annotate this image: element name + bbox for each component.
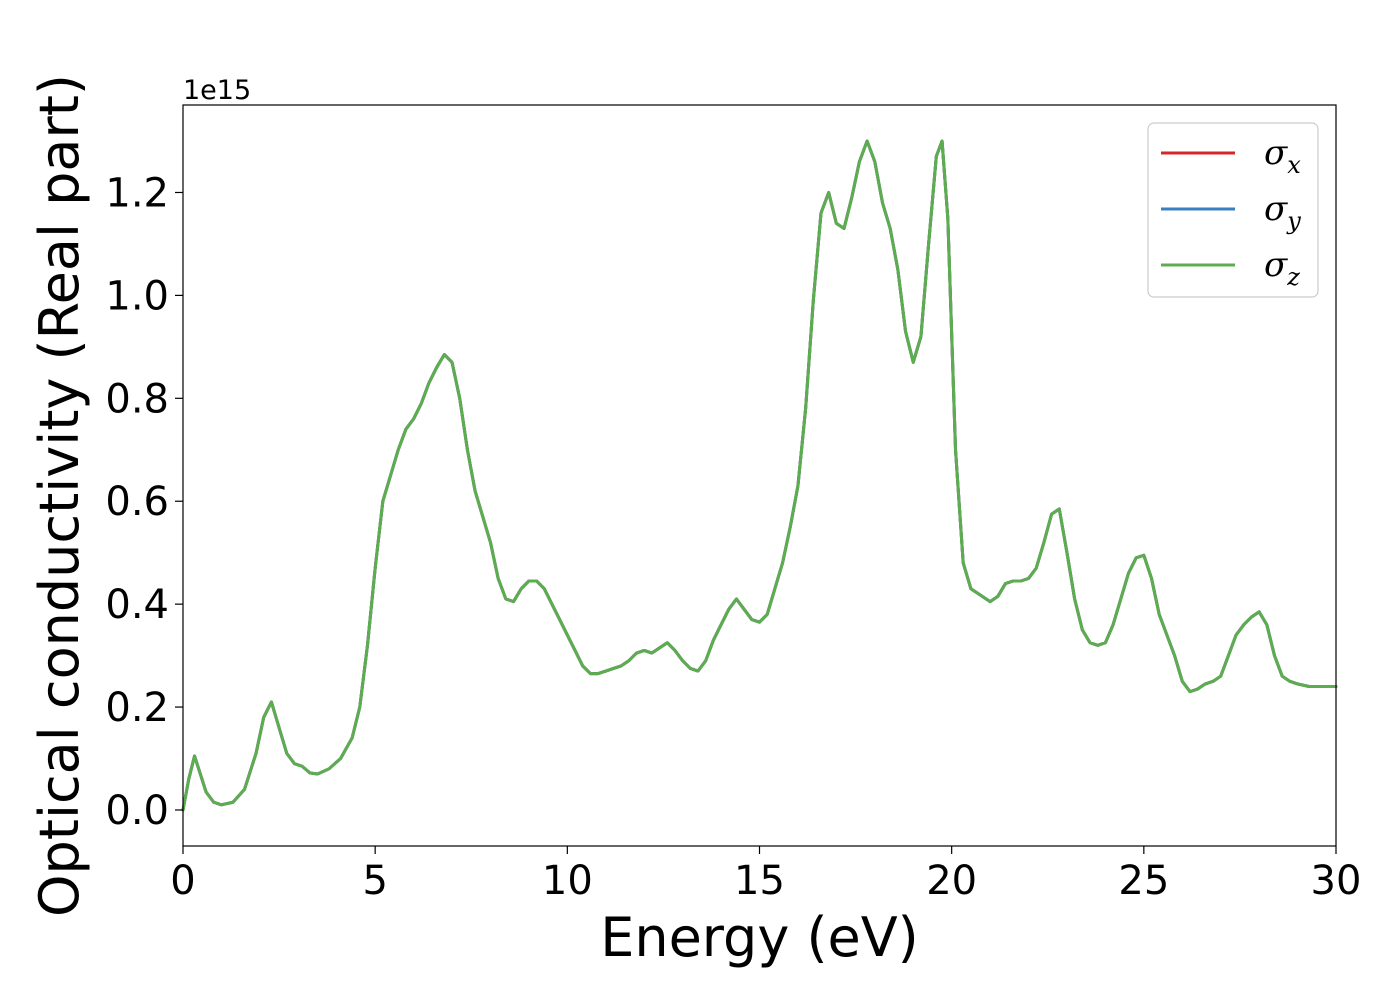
y-tick-label: 0.8 [105, 376, 169, 422]
x-tick-label: 15 [734, 858, 785, 904]
x-tick-label: 25 [1118, 858, 1169, 904]
y-axis-title: Optical conductivity (Real part) [28, 74, 91, 917]
series-layer [181, 139, 1338, 812]
y-tick-label: 1.0 [105, 273, 169, 319]
legend-label-y: σy [1264, 189, 1301, 235]
y-offset-label: 1e15 [183, 75, 251, 106]
series-line-z [181, 139, 1338, 812]
x-tick-label: 10 [542, 858, 593, 904]
x-tick-label: 30 [1311, 858, 1362, 904]
y-tick-label: 0.2 [105, 685, 169, 731]
legend-label-z: σz [1264, 245, 1300, 291]
legend: σx σy σz [1147, 122, 1319, 298]
x-tick-label: 5 [362, 858, 387, 904]
y-tick-label: 0.4 [105, 582, 169, 628]
x-tick-label: 0 [170, 858, 195, 904]
x-axis-title: Energy (eV) [600, 906, 919, 969]
y-tick-label: 1.2 [105, 170, 169, 216]
x-axis-ticks: 0 5 10 15 20 25 30 [170, 846, 1361, 904]
y-tick-label: 0.6 [105, 479, 169, 525]
legend-label-x: σx [1264, 133, 1301, 179]
x-tick-label: 20 [926, 858, 977, 904]
y-axis-ticks: 0.0 0.2 0.4 0.6 0.8 1.0 1.2 [105, 170, 183, 834]
y-tick-label: 0.0 [105, 788, 169, 834]
